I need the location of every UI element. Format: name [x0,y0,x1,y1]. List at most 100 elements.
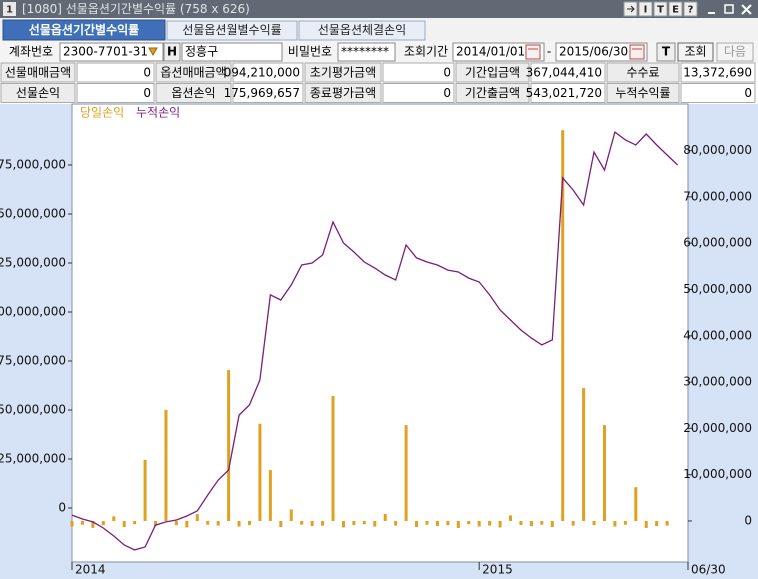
summary-value-cell [232,62,304,83]
control-button[interactable] [653,1,668,17]
calendar-button[interactable] [629,44,645,60]
name-value: 정흥구 [185,45,218,59]
bar [227,370,231,521]
x-tick-label: 2014 [75,563,106,577]
bar [341,520,345,528]
line [71,131,679,551]
bar [623,520,627,525]
bar [571,520,575,526]
account-input[interactable] [59,42,164,62]
bar [237,520,241,527]
h-button[interactable] [163,42,181,62]
summary-label-cell [606,62,680,83]
summary-value-cell [530,83,606,103]
summary-label-cell [155,62,232,83]
summary-label: 종료평가금액 [310,86,376,100]
bar [101,520,105,526]
bar [164,409,168,521]
bar [383,514,387,521]
summary-label: 기간출금액 [465,86,520,100]
summary-value-cell [530,62,606,83]
bar [561,130,565,521]
account-label: 계좌번호 [9,45,53,59]
y2-tick-label: 60,000,000 [683,236,752,250]
summary-label-cell [606,83,680,103]
y-tick-label: 00,000,000 [0,304,66,318]
tab[interactable] [166,20,298,41]
summary-value-cell [680,62,756,83]
bar [289,509,293,521]
title-bar [0,0,758,18]
summary-value: 0 [744,86,752,100]
calendar-button[interactable] [525,44,541,60]
bar [477,520,481,527]
y2-tick-label: 30,000,000 [683,375,752,389]
bar [467,520,471,525]
summary-label: 옵션매매금액 [160,66,226,80]
bar [665,520,669,526]
summary-label-cell [0,62,76,83]
y2-tick-label: 50,000,000 [683,282,752,296]
period-label: 조회기간 [404,45,448,59]
next-button[interactable] [716,42,754,62]
bar [550,520,554,527]
password-label: 비밀번호 [288,45,332,59]
y2-tick-label: 10,000,000 [683,467,752,481]
bar [122,520,126,527]
control-button[interactable] [638,1,653,17]
start-date-input[interactable] [452,42,545,62]
tab-active[interactable] [2,19,166,41]
summary-value-cell [382,62,455,83]
bar [154,520,158,527]
bar [195,514,199,521]
bar [540,520,544,525]
bar [80,520,84,525]
search-button-label: 조회 [684,45,706,59]
summary-label-cell [155,83,232,103]
y2-tick-label: 40,000,000 [683,328,752,342]
end-date-input[interactable] [555,42,648,62]
bar [592,520,596,526]
summary-label-cell [0,83,76,103]
summary-value: 175,969,657 [224,86,300,100]
control-label: I [644,5,648,16]
control-label: ? [688,5,694,16]
y-tick-label: 0 [58,501,66,515]
bar [435,520,439,527]
control-button[interactable] [668,1,683,17]
bar [446,520,450,526]
t-button[interactable] [656,42,676,62]
bar [655,520,659,527]
control-label: E [672,5,679,16]
bar [498,520,502,528]
bar [174,520,178,526]
legend-entry: 당일손익 [80,106,124,120]
password-value: ******** [341,45,389,59]
y-tick-label: 25,000,000 [0,452,66,466]
summary-value: 0 [443,86,451,100]
bar [206,520,210,525]
dropdown-icon[interactable] [148,47,158,57]
summary-label: 누적수익률 [615,86,670,100]
y-tick-label: 25,000,000 [0,255,66,269]
bar [310,520,314,527]
bar [300,520,304,525]
control-button[interactable] [683,1,698,17]
t-button-label: T [662,45,671,59]
search-button[interactable] [677,42,714,62]
bar [582,388,586,521]
summary-label: 초기평가금액 [310,66,376,80]
bar [404,425,408,521]
next-button-label: 다음 [724,45,746,59]
plot-area [71,103,689,563]
bar [456,520,460,528]
h-button-label: H [167,45,177,59]
link-icon [627,5,635,13]
tab[interactable] [298,20,426,41]
bar [185,520,189,528]
y-tick-label: 50,000,000 [0,402,66,416]
y2-tick-label: 70,000,000 [683,189,752,203]
password-input[interactable] [337,42,396,62]
bar [279,520,283,527]
